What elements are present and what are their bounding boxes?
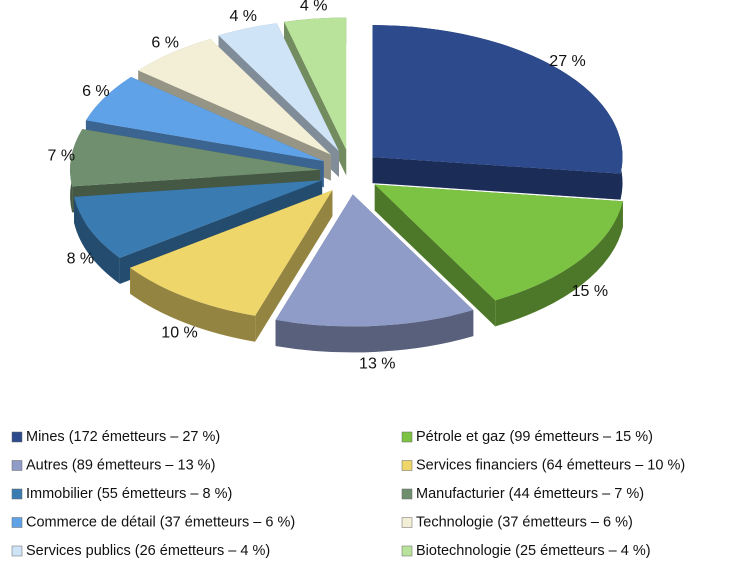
data-label: 6 % xyxy=(151,35,179,52)
legend-swatch xyxy=(11,488,23,500)
slice-side xyxy=(255,190,333,342)
slice xyxy=(130,190,333,316)
slice xyxy=(372,25,623,174)
slice xyxy=(218,23,339,152)
slice-shade xyxy=(374,184,496,327)
slice xyxy=(284,17,347,150)
pie: 27 % 15 % 13 % 10 % 8 % 7 % 6 % 6 % 4 % 4 % xyxy=(47,0,623,372)
slice xyxy=(374,184,623,301)
slice xyxy=(74,180,323,258)
slice-shade xyxy=(372,157,621,200)
legend-label: Services publics (26 émetteurs – 4 %) xyxy=(26,543,270,559)
legend-swatch xyxy=(11,460,23,471)
slice-shade xyxy=(255,190,333,342)
data-label: 15 % xyxy=(572,283,608,300)
slice-side xyxy=(130,267,256,342)
data-label: 10 % xyxy=(161,324,197,341)
legend-swatch xyxy=(11,431,23,443)
data-label: 4 % xyxy=(300,0,328,15)
slice-shade xyxy=(275,310,474,353)
slice-shade xyxy=(495,201,623,327)
slice xyxy=(70,129,321,187)
legend-label: Biotechnologie (25 émetteurs – 4 %) xyxy=(416,543,651,559)
legend-label: Pétrole et gaz (99 émetteurs – 15 %) xyxy=(416,429,653,445)
data-label: 8 % xyxy=(67,251,95,268)
slice xyxy=(85,77,324,162)
legend-swatch xyxy=(11,517,23,528)
data-label: 7 % xyxy=(47,148,75,165)
slice xyxy=(275,194,474,327)
slice-side xyxy=(74,196,120,284)
slice-side xyxy=(374,184,496,327)
legend-label: Mines (172 émetteurs – 27 %) xyxy=(26,429,220,445)
slice-side xyxy=(495,201,623,327)
legend-label: Manufacturier (44 émetteurs – 7 %) xyxy=(416,486,644,502)
slice-side xyxy=(275,310,474,353)
data-label: 27 % xyxy=(549,53,585,70)
data-label: 6 % xyxy=(82,83,110,100)
legend-swatch xyxy=(401,460,413,471)
slice-side xyxy=(372,157,621,200)
legend-label: Commerce de détail (37 émetteurs – 6 %) xyxy=(26,514,295,530)
slice xyxy=(138,38,331,155)
legend-swatch xyxy=(401,488,413,500)
legend-label: Autres (89 émetteurs – 13 %) xyxy=(26,457,215,473)
legend-swatch xyxy=(401,517,413,528)
slice-shade xyxy=(74,196,120,284)
slice-shade xyxy=(130,267,256,342)
legend-label: Technologie (37 émetteurs – 6 %) xyxy=(416,514,633,530)
legend-label: Services financiers (64 émetteurs – 10 %… xyxy=(416,457,685,473)
legend: Mines (172 émetteurs – 27 %) Pétrole et g… xyxy=(11,429,685,559)
data-label: 13 % xyxy=(359,355,395,372)
legend-label: Immobilier (55 émetteurs – 8 %) xyxy=(26,486,232,502)
legend-swatch xyxy=(401,545,413,557)
legend-swatch xyxy=(11,545,23,557)
legend-swatch xyxy=(401,431,413,443)
data-label: 4 % xyxy=(229,8,257,25)
